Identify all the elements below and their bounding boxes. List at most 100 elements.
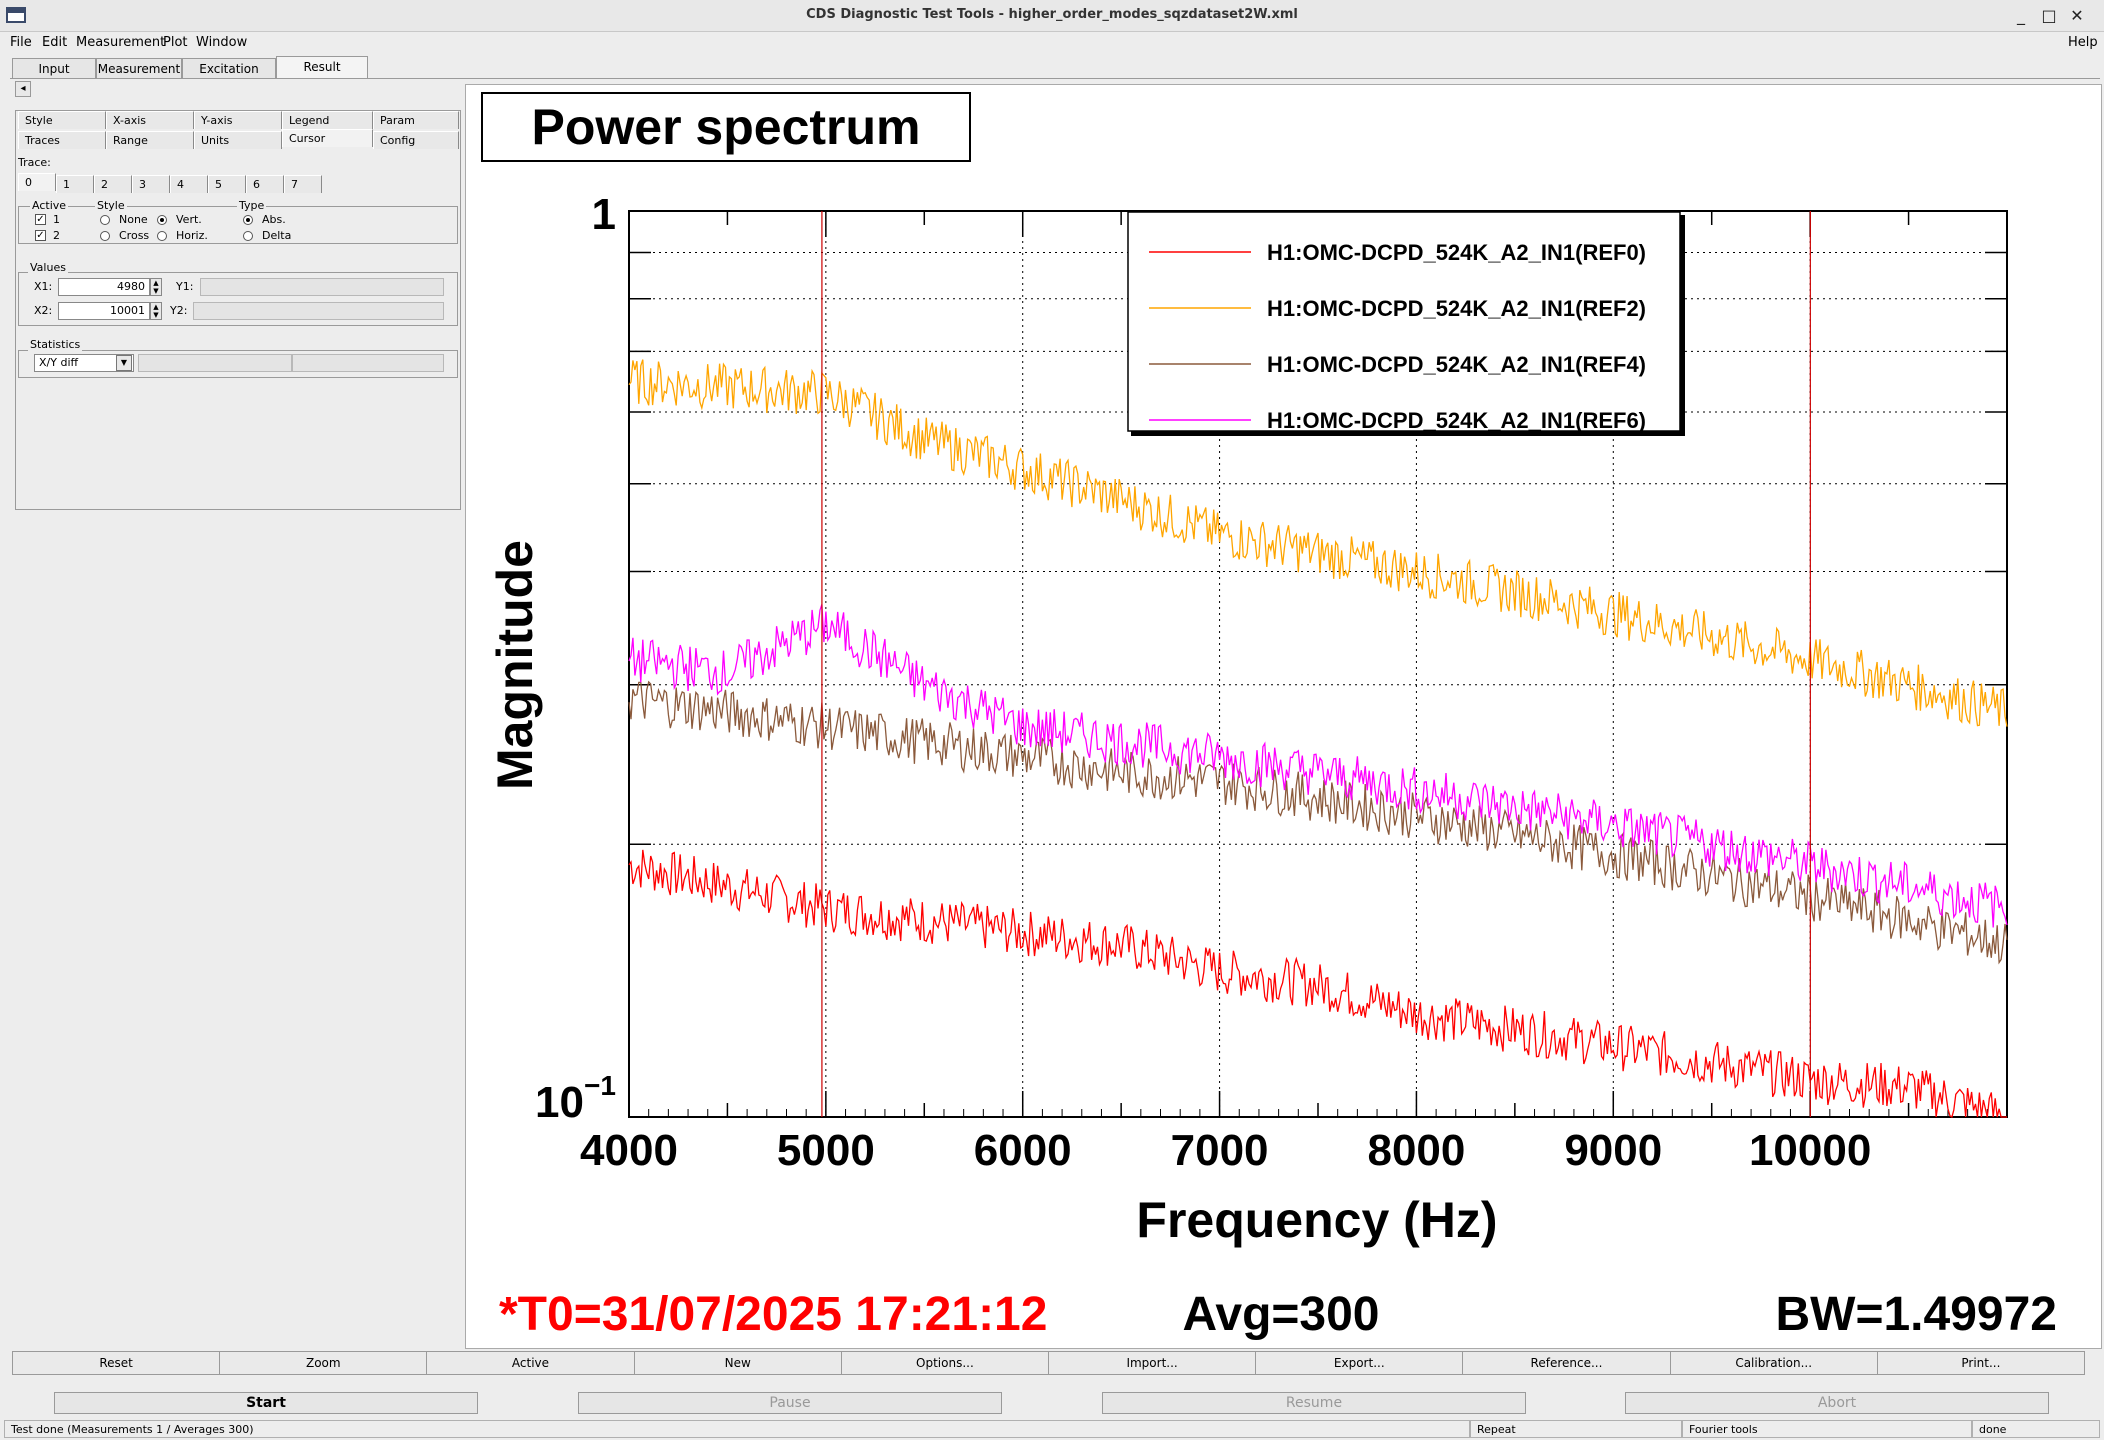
statistics-value-1 [138,354,292,372]
statistics-select[interactable]: X/Y diff [34,354,134,372]
subtab-traces[interactable]: Traces [18,131,106,149]
active-button[interactable]: Active [426,1351,635,1375]
subtab-config[interactable]: Config [373,131,459,149]
statistics-group-label: Statistics [28,338,83,351]
collapse-arrow-button[interactable]: ◂ [15,81,31,97]
y1-input [200,278,444,296]
legend-box [1127,211,1681,432]
legend: H1:OMC-DCPD_524K_A2_IN1(REF0) H1:OMC-DCPD… [1149,240,1646,433]
x-tick-label: 6000 [974,1126,1072,1175]
active-2-label: 2 [53,229,60,242]
subtab-param[interactable]: Param [373,111,459,129]
chevron-down-icon[interactable]: ▼ [116,355,132,371]
subtab-x-axis[interactable]: X-axis [106,111,194,129]
subtab-range[interactable]: Range [106,131,194,149]
x1-spinner[interactable]: ▲ ▼ [150,278,162,296]
x-tick-label: 10000 [1749,1126,1871,1175]
style-horiz-radio[interactable] [157,231,167,241]
print-button[interactable]: Print... [1876,1351,2085,1375]
trace-label: Trace: [18,156,51,169]
subtab-y-axis[interactable]: Y-axis [194,111,282,129]
subtab-legend[interactable]: Legend [282,111,373,129]
power-spectrum-plot[interactable]: Power spectrum 1 10 −1 4000 5000 6000 7000 8… [466,85,2103,1350]
trace-tab-4[interactable]: 4 [170,175,208,193]
values-group [18,272,458,326]
resume-button[interactable]: Resume [1102,1392,1526,1414]
legend-entry: H1:OMC-DCPD_524K_A2_IN1(REF4) [1267,352,1646,377]
type-abs-label: Abs. [262,213,286,226]
plot-canvas[interactable]: Power spectrum 1 10 −1 4000 5000 6000 7000 8… [465,84,2102,1349]
plot-title: Power spectrum [531,99,920,155]
options-button[interactable]: Options... [840,1351,1049,1375]
import-button[interactable]: Import... [1048,1351,1257,1375]
zoom-button[interactable]: Zoom [219,1351,428,1375]
style-cross-radio[interactable] [100,231,110,241]
menu-plot[interactable]: Plot [163,35,188,50]
y-tick-top: 1 [592,190,616,239]
series-line [628,604,2008,928]
x2-spinner[interactable]: ▲ ▼ [150,302,162,320]
trace-tab-5[interactable]: 5 [208,175,246,193]
trace-tab-7[interactable]: 7 [284,175,322,193]
x-tick-labels: 4000 5000 6000 7000 8000 9000 10000 [580,1126,1871,1175]
pause-button[interactable]: Pause [578,1392,1002,1414]
status-done: done [1972,1420,2100,1438]
y2-input [193,302,444,320]
subtab-units[interactable]: Units [194,131,282,149]
tab-measurement[interactable]: Measurement [96,58,182,78]
series-line [628,849,2007,1119]
status-message: Test done (Measurements 1 / Averages 300… [4,1420,1470,1438]
avg-label: Avg=300 [1182,1288,1379,1341]
menu-measurement[interactable]: Measurement [76,35,166,50]
style-group-label: Style [95,199,127,212]
menu-file[interactable]: File [10,35,32,50]
active-1-checkbox[interactable]: ✓ [35,214,46,225]
minimize-button[interactable]: _ [2017,6,2025,25]
calibration-button[interactable]: Calibration... [1669,1351,1878,1375]
reset-button[interactable]: Reset [12,1351,221,1375]
x-tick-label: 9000 [1564,1126,1662,1175]
trace-tab-3[interactable]: 3 [132,175,170,193]
subtab-style[interactable]: Style [18,111,106,129]
menu-bar: File Edit Measurement Plot Window Help [0,32,2104,54]
new-button[interactable]: New [633,1351,842,1375]
tab-excitation[interactable]: Excitation [182,58,276,78]
trace-tab-2[interactable]: 2 [94,175,132,193]
legend-entry: H1:OMC-DCPD_524K_A2_IN1(REF0) [1267,240,1646,265]
x2-input[interactable]: 10001 [58,302,150,320]
x-tick-label: 7000 [1171,1126,1269,1175]
reference-button[interactable]: Reference... [1462,1351,1671,1375]
y-tick-bottom-base: 10 [535,1078,584,1127]
menu-help[interactable]: Help [2068,35,2098,50]
type-delta-radio[interactable] [243,231,253,241]
tab-result[interactable]: Result [276,56,368,78]
style-vert-label: Vert. [176,213,202,226]
trace-tab-1[interactable]: 1 [56,175,94,193]
style-vert-radio[interactable] [157,215,167,225]
maximize-button[interactable]: □ [2041,6,2057,25]
menu-edit[interactable]: Edit [42,35,68,50]
export-button[interactable]: Export... [1255,1351,1464,1375]
close-button[interactable]: ✕ [2070,6,2084,25]
trace-tab-6[interactable]: 6 [246,175,284,193]
x-tick-label: 4000 [580,1126,678,1175]
y2-label: Y2: [170,304,188,317]
trace-tab-0[interactable]: 0 [18,173,56,191]
status-fourier: Fourier tools [1682,1420,1972,1438]
x-tick-label: 8000 [1367,1126,1465,1175]
type-delta-label: Delta [262,229,292,242]
series-line [628,359,2008,727]
window-title: CDS Diagnostic Test Tools - higher_order… [806,7,1298,22]
style-none-label: None [119,213,148,226]
menu-window[interactable]: Window [196,35,248,50]
start-button[interactable]: Start [54,1392,478,1414]
tab-input[interactable]: Input [12,58,96,78]
x1-input[interactable]: 4980 [58,278,150,296]
style-none-radio[interactable] [100,215,110,225]
subtab-cursor[interactable]: Cursor [282,129,373,147]
type-abs-radio[interactable] [243,215,253,225]
abort-button[interactable]: Abort [1625,1392,2049,1414]
active-2-checkbox[interactable]: ✓ [35,230,46,241]
window-titlebar: CDS Diagnostic Test Tools - higher_order… [0,0,2104,32]
x-tick-label: 5000 [777,1126,875,1175]
